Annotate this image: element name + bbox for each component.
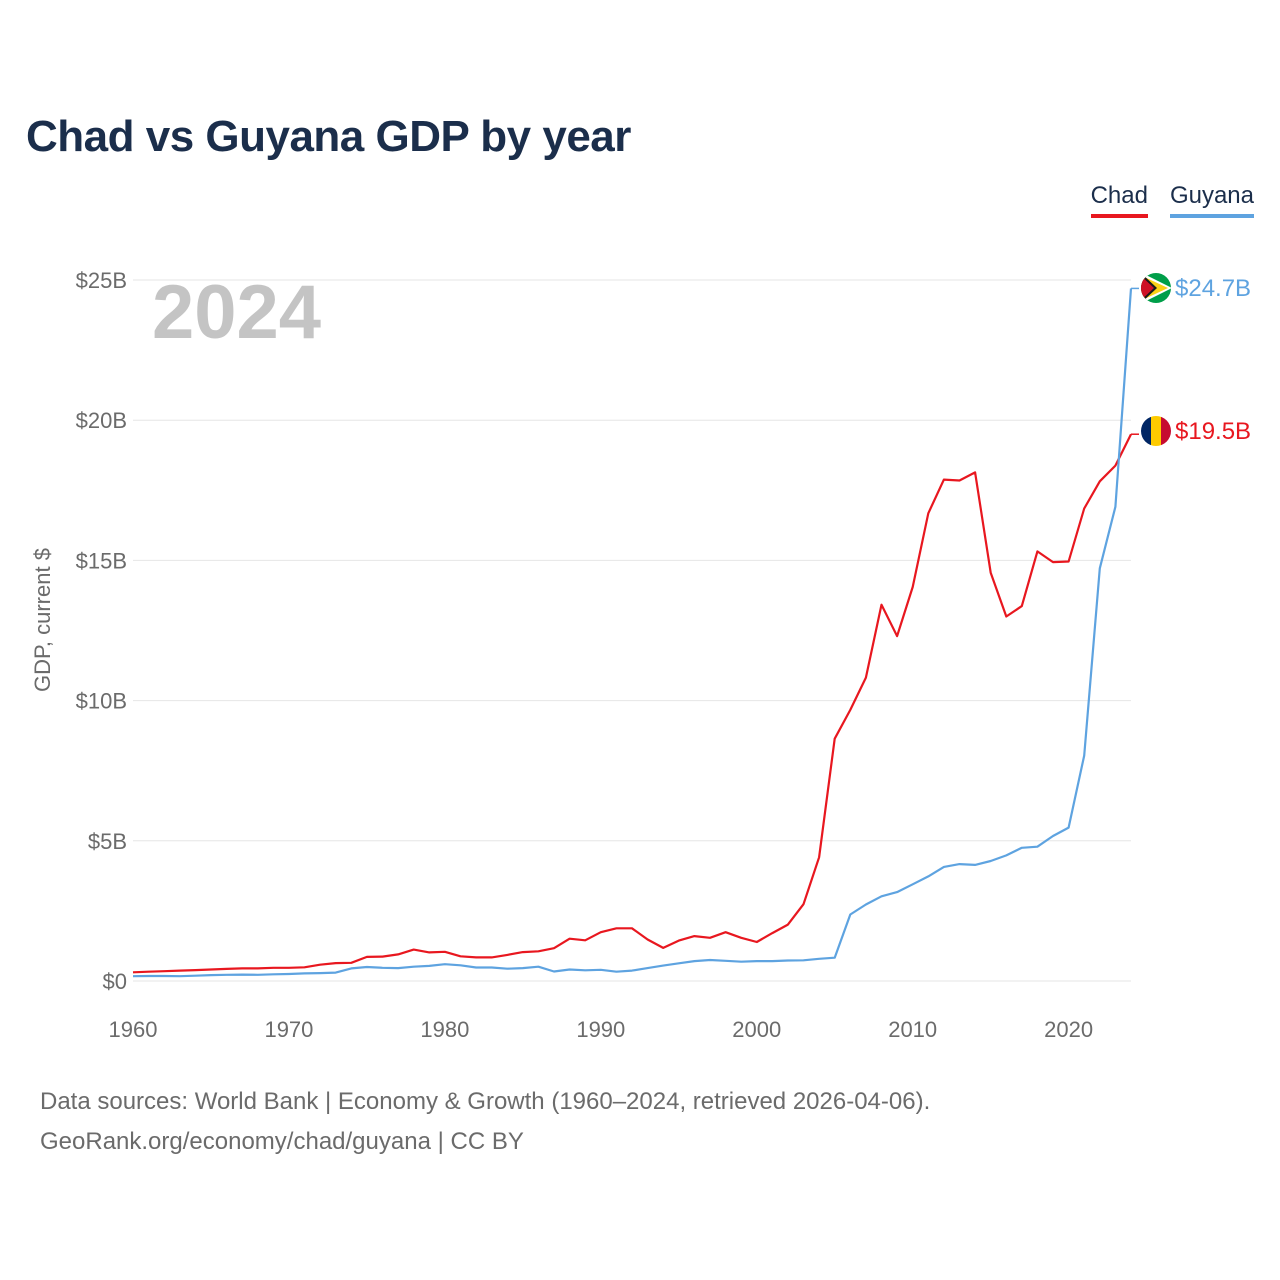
y-tick-label: $0 [103,969,127,994]
x-tick-label: 1960 [109,1017,158,1042]
footer: Data sources: World Bank | Economy & Gro… [40,1082,930,1162]
series-line-guyana [132,288,1133,978]
x-tick-label: 2000 [732,1017,781,1042]
guyana-end-label: $24.7B [1175,275,1251,302]
x-axis-ticks: 1960 1970 1980 1990 2000 2010 2020 [109,1017,1094,1042]
x-tick-label: 1980 [420,1017,469,1042]
data-source-note: Data sources: World Bank | Economy & Gro… [40,1088,931,1115]
y-tick-label: $15B [76,548,127,573]
y-tick-label: $10B [76,689,127,714]
y-tick-label: $5B [88,829,127,854]
chart-legend: Chad Guyana [1090,182,1254,218]
page-title: Chad vs Guyana GDP by year [26,112,631,161]
gridlines [133,279,1131,982]
legend-item-chad[interactable]: Chad [1090,182,1148,218]
x-tick-label: 1990 [576,1017,625,1042]
year-watermark: 2024 [152,270,321,355]
x-tick-label: 2020 [1044,1017,1093,1042]
y-tick-label: $25B [76,268,127,293]
legend-item-guyana[interactable]: Guyana [1169,182,1254,218]
y-tick-label: $20B [76,408,127,433]
source-link[interactable]: GeoRank.org/economy/chad/guyana | CC BY [40,1128,524,1155]
chad-end-label: $19.5B [1175,418,1251,445]
x-tick-label: 1970 [264,1017,313,1042]
guyana-flag-icon [1141,273,1171,303]
y-axis-ticks: $0 $5B $10B $15B $20B $25B [76,268,127,994]
y-axis-label: GDP, current $ [30,548,55,692]
series-line-chad [132,433,1132,974]
x-tick-label: 2010 [888,1017,937,1042]
gdp-line-chart: 2024 $0$5B$10B$15B$20B$25B 1960 1970 1980 1… [30,268,1251,1042]
chad-flag-icon [1141,416,1171,446]
series-lines [132,287,1139,978]
